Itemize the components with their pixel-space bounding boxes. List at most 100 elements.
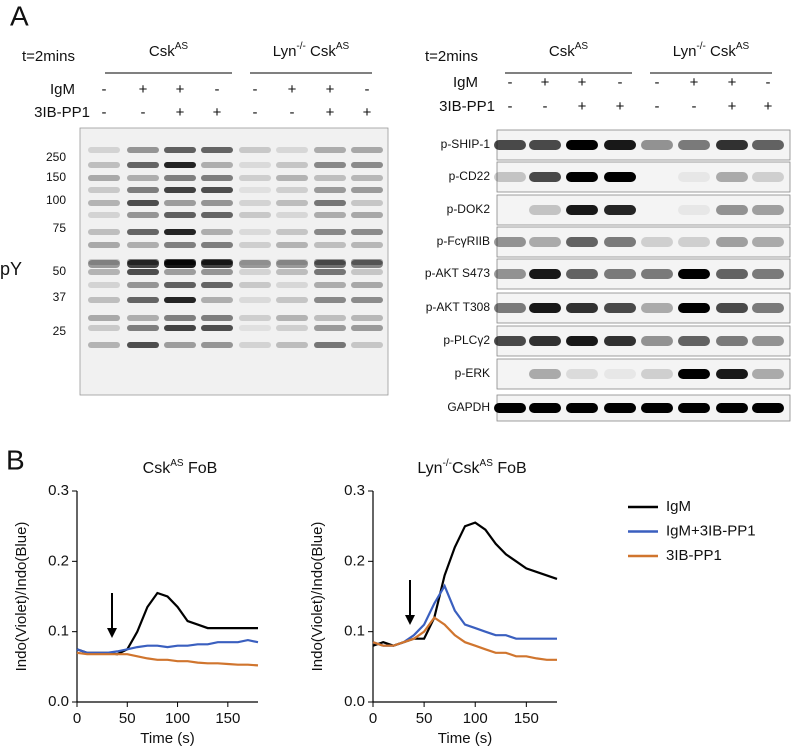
gel-band [88,147,120,153]
gel-band [127,297,159,303]
gel-band [314,260,346,268]
gel-band [164,260,196,268]
blot-band [566,237,598,247]
arrow [107,593,117,638]
gel-band [201,260,233,268]
sign: + [176,81,185,98]
blot-band [716,336,748,346]
gel-band [351,242,383,248]
y-tick-label: 0.0 [344,693,365,710]
blot-band [678,303,710,313]
title-part: AS [480,458,494,469]
gel-band [127,282,159,288]
group-label: Lyn-/- CskAS [273,41,350,60]
gel-band [239,175,271,181]
gel-band [201,229,233,235]
series-line [76,638,259,654]
gel-band [88,187,120,193]
y-tick-label: 0.1 [344,623,365,640]
blot-band [641,369,673,379]
treatment-label: IgM [453,74,478,91]
treatment-label: 3IB-PP1 [439,98,495,115]
gel-band [239,212,271,218]
gel-band [351,282,383,288]
blot-band [716,237,748,247]
blot-band [494,336,526,346]
blot-band [678,269,710,279]
blot-band [716,303,748,313]
gel-band [351,187,383,193]
sign: - [543,98,548,115]
gel-band [88,212,120,218]
gel-band [239,297,271,303]
blot-label: p-FcγRIIB [437,234,490,248]
gel-band [88,297,120,303]
antibody-label: pY [0,259,22,279]
gel-band [239,162,271,168]
gel-band [127,242,159,248]
gel-band [314,282,346,288]
sign: - [141,104,146,121]
blot-band [716,369,748,379]
sign: - [766,74,771,91]
blot-band [604,140,636,150]
blot-band [641,303,673,313]
gel-band [276,200,308,206]
gel-band [164,175,196,181]
group-label: Lyn-/- CskAS [673,41,750,60]
blot-band [529,205,561,215]
gel-band [276,147,308,153]
gel-band [201,147,233,153]
blot-band [604,336,636,346]
sign: + [213,104,222,121]
title-part: AS [175,41,189,52]
series-line [372,521,558,647]
marker-label: 100 [46,193,66,207]
blot-label: p-DOK2 [447,202,491,216]
gel-band [201,187,233,193]
title-part: Csk [706,43,737,60]
blot-band [752,403,784,413]
y-tick-label: 0.1 [48,623,69,640]
blot-label: p-PLCγ2 [443,333,490,347]
gel-band [164,342,196,348]
gel-band [164,229,196,235]
blot-band [716,205,748,215]
sign: + [176,104,185,121]
x-tick-label: 0 [73,710,81,727]
gel-band [164,282,196,288]
sign: - [655,98,660,115]
gel-band [276,297,308,303]
blot-band [604,303,636,313]
y-tick-label: 0.2 [48,552,69,569]
sign: - [618,74,623,91]
y-tick-label: 0.0 [48,693,69,710]
sign: + [139,81,148,98]
gel-band [276,259,308,265]
y-tick-label: 0.3 [48,482,69,499]
sign: - [508,74,513,91]
gel-band [314,147,346,153]
marker-label: 75 [53,221,67,235]
gel-band [164,325,196,331]
gel-band [276,212,308,218]
title-part: FoB [493,460,527,477]
sign: - [253,104,258,121]
gel-band [127,315,159,321]
blot-band [529,140,561,150]
gel-band [201,212,233,218]
gel-band [276,242,308,248]
legend-label: IgM+3IB-PP1 [666,522,756,539]
gel-band [351,162,383,168]
gel-band [201,342,233,348]
group-label: CskAS [149,41,189,60]
sign: + [578,98,587,115]
gel-band [314,162,346,168]
gel-band [239,325,271,331]
blot-band [716,269,748,279]
blot-band [716,140,748,150]
blot-band [566,303,598,313]
title-part: AS [170,458,184,469]
blot-band [494,403,526,413]
gel-band [276,282,308,288]
